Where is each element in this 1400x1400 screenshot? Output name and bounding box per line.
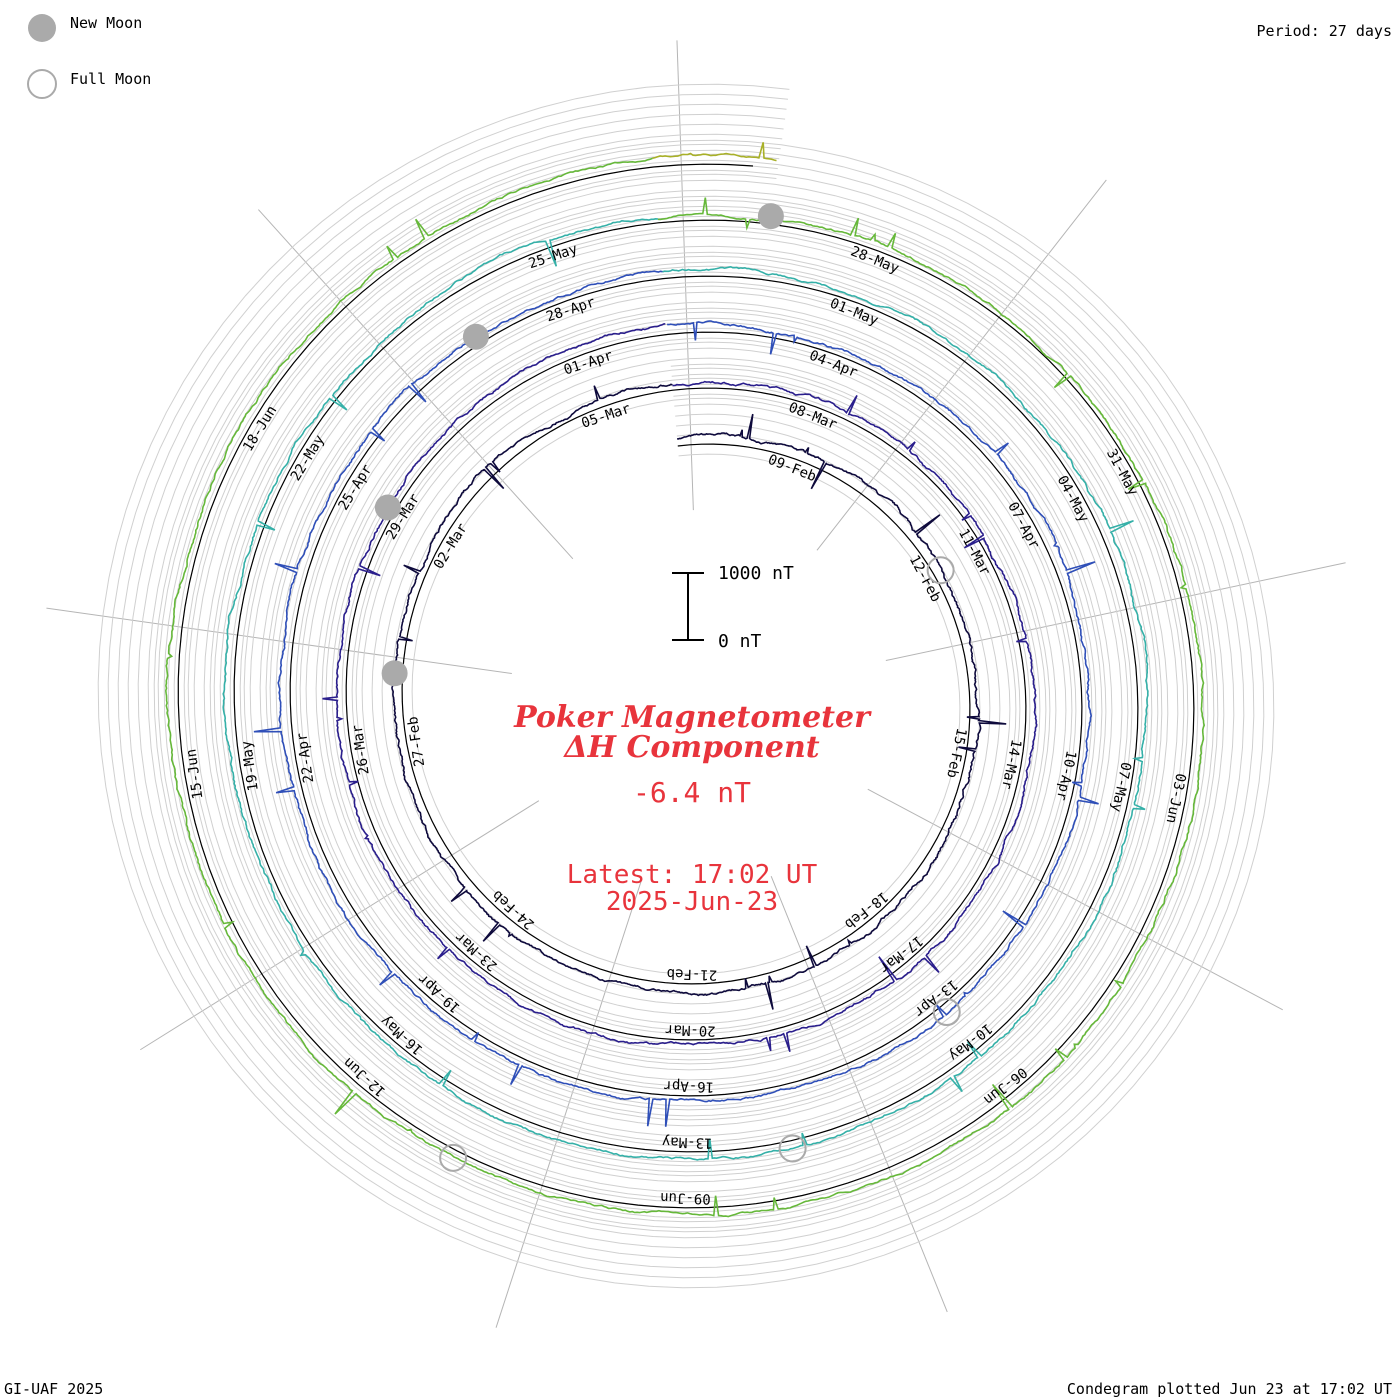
grid-spoke — [816, 179, 1107, 551]
grid-ring — [127, 113, 1245, 1259]
date-label: 10-Apr — [1053, 749, 1079, 802]
date-label: 22-Apr — [294, 732, 317, 784]
date-label: 20-Mar — [665, 1021, 716, 1038]
new-moon-marker — [462, 323, 489, 350]
new-moon-legend-icon — [28, 14, 56, 42]
date-label: 06-Jun — [980, 1064, 1030, 1108]
footer-credit: GI-UAF 2025 — [4, 1380, 104, 1398]
date-label: 14-Mar — [998, 738, 1024, 791]
date-label: 01-May — [828, 296, 881, 330]
date-label: 15-Feb — [943, 726, 969, 779]
latest-value: -6.4 nT — [633, 776, 751, 809]
full-moon-marker — [778, 1134, 807, 1163]
grid-spoke — [885, 562, 1346, 661]
full-moon-legend-icon — [27, 69, 57, 99]
date-label: 26-Mar — [350, 724, 373, 776]
full-moon-legend-label: Full Moon — [70, 70, 152, 88]
date-label: 13-May — [662, 1133, 713, 1150]
date-label: 18-Feb — [841, 888, 891, 932]
date-label: 07-Apr — [1004, 500, 1042, 552]
grid-ring — [117, 103, 1255, 1269]
footer-plot-time: Condegram plotted Jun 23 at 17:02 UT — [1066, 1380, 1392, 1398]
date-label: 21-Feb — [666, 965, 717, 982]
date-label: 16-Apr — [663, 1077, 714, 1094]
grid-ring — [157, 143, 1215, 1229]
date-label: 12-Feb — [906, 553, 944, 605]
scale-top-label: 1000 nT — [718, 563, 794, 584]
latest-time: Latest: 17:02 UT — [567, 860, 818, 890]
scale-bar — [672, 572, 704, 641]
grid-spoke — [770, 875, 948, 1313]
moon-markers — [374, 203, 961, 1172]
date-label: 13-Apr — [911, 976, 961, 1020]
date-label: 17-Mar — [876, 932, 926, 976]
latest-date: 2025-Jun-23 — [606, 887, 778, 917]
trace-segment — [652, 142, 777, 162]
date-label: 15-Jun — [183, 748, 206, 800]
grid-ring — [167, 153, 1205, 1219]
scale-bottom-label: 0 nT — [718, 631, 762, 652]
new-moon-marker — [374, 494, 401, 521]
date-label: 07-May — [1108, 761, 1134, 814]
full-moon-marker — [439, 1143, 468, 1172]
data-traces — [164, 142, 1206, 1218]
date-label: 11-Mar — [955, 526, 993, 578]
date-label: 23-Mar — [452, 928, 500, 974]
date-label: 19-Apr — [415, 970, 463, 1016]
trace-segment — [164, 157, 1206, 1218]
grid-ring — [107, 93, 1265, 1279]
date-label: 16-May — [378, 1012, 426, 1058]
date-label: 10-May — [945, 1020, 995, 1064]
period-label: Period: 27 days — [1256, 22, 1392, 40]
new-moon-marker — [381, 660, 408, 687]
trace-segment — [222, 217, 1149, 1161]
new-moon-marker — [757, 203, 784, 230]
grid-spoke — [676, 40, 694, 511]
grid-spoke — [495, 880, 642, 1328]
grid-ring — [97, 83, 1275, 1289]
date-label: 12-Jun — [341, 1054, 389, 1100]
date-label: 02-Mar — [431, 521, 471, 572]
full-moon-marker — [926, 556, 955, 585]
grid-spoke — [258, 209, 574, 560]
date-label: 19-May — [239, 740, 262, 792]
date-label: 09-Jun — [660, 1189, 711, 1206]
new-moon-legend-label: New Moon — [70, 14, 143, 32]
date-label: 03-Jun — [1163, 772, 1189, 825]
grid-ring — [147, 133, 1225, 1239]
grid-ring — [187, 173, 1185, 1199]
grid-spoke — [867, 788, 1283, 1011]
date-label: 09-Feb — [766, 452, 819, 486]
trace-segment — [322, 323, 1038, 1052]
date-label: 27-Feb — [405, 715, 428, 767]
trace-segment — [253, 270, 1099, 1127]
full-moon-marker — [932, 998, 961, 1027]
date-label: 31-May — [1103, 446, 1141, 498]
date-label: 04-May — [1054, 473, 1092, 525]
date-label: 08-Mar — [786, 400, 839, 434]
date-label: 04-Apr — [807, 348, 860, 382]
chart-title-line1: Poker Magnetometer — [513, 700, 872, 735]
grid-ring — [137, 123, 1235, 1249]
trace-segment — [391, 383, 1007, 1010]
chart-title-line2: ΔH Component — [562, 730, 819, 765]
